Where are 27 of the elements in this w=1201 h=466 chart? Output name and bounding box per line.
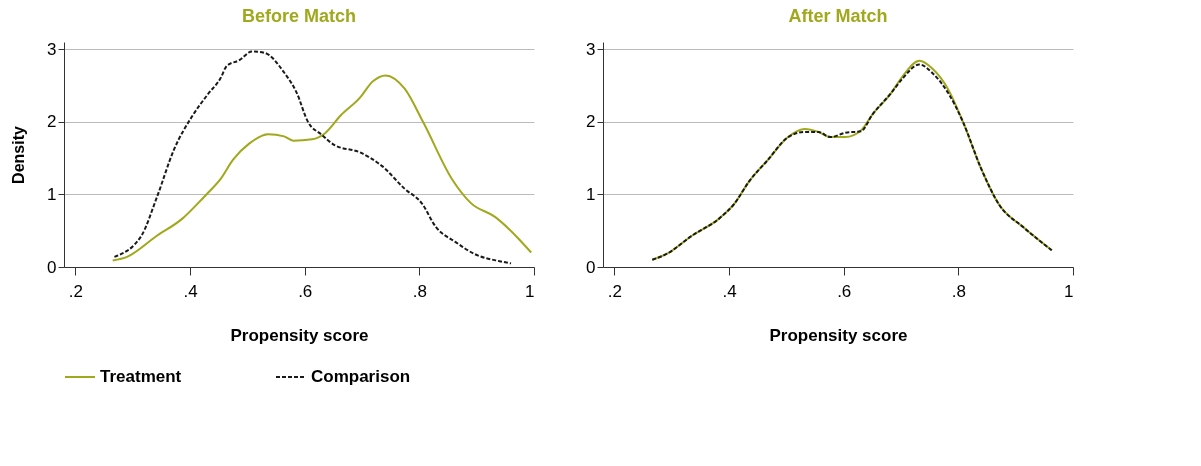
x-tick-label: .2 [68, 281, 84, 301]
x-tick-label: .2 [607, 281, 623, 301]
chart-title: After Match [788, 6, 888, 27]
line-series [111, 74, 533, 262]
x-axis-title: Propensity score [769, 325, 908, 345]
y-tick-label: 2 [586, 112, 596, 132]
line-series [113, 50, 513, 265]
x-axis-title: Propensity score [230, 325, 369, 345]
x-tick-label: 1 [1064, 281, 1074, 301]
y-tick-label: 2 [47, 112, 57, 132]
y-tick-label: 3 [586, 39, 596, 59]
x-tick-label: .8 [412, 281, 427, 301]
y-tick-label: 0 [586, 257, 596, 277]
legend-label: Treatment [100, 367, 182, 386]
y-tick-label: 1 [47, 184, 57, 204]
x-tick-label: .4 [183, 281, 198, 301]
x-tick-label: 1 [525, 281, 535, 301]
y-tick-label: 3 [47, 39, 57, 59]
x-tick-label: .8 [951, 281, 966, 301]
y-tick-label: 0 [47, 257, 57, 277]
x-tick-label: .4 [722, 281, 737, 301]
x-tick-label: .6 [837, 281, 852, 301]
y-tick-label: 1 [586, 184, 596, 204]
chart-title: Before Match [241, 6, 357, 27]
legend-label: Comparison [311, 367, 411, 386]
y-axis-title: Density [10, 126, 28, 184]
x-tick-label: .6 [298, 281, 313, 301]
